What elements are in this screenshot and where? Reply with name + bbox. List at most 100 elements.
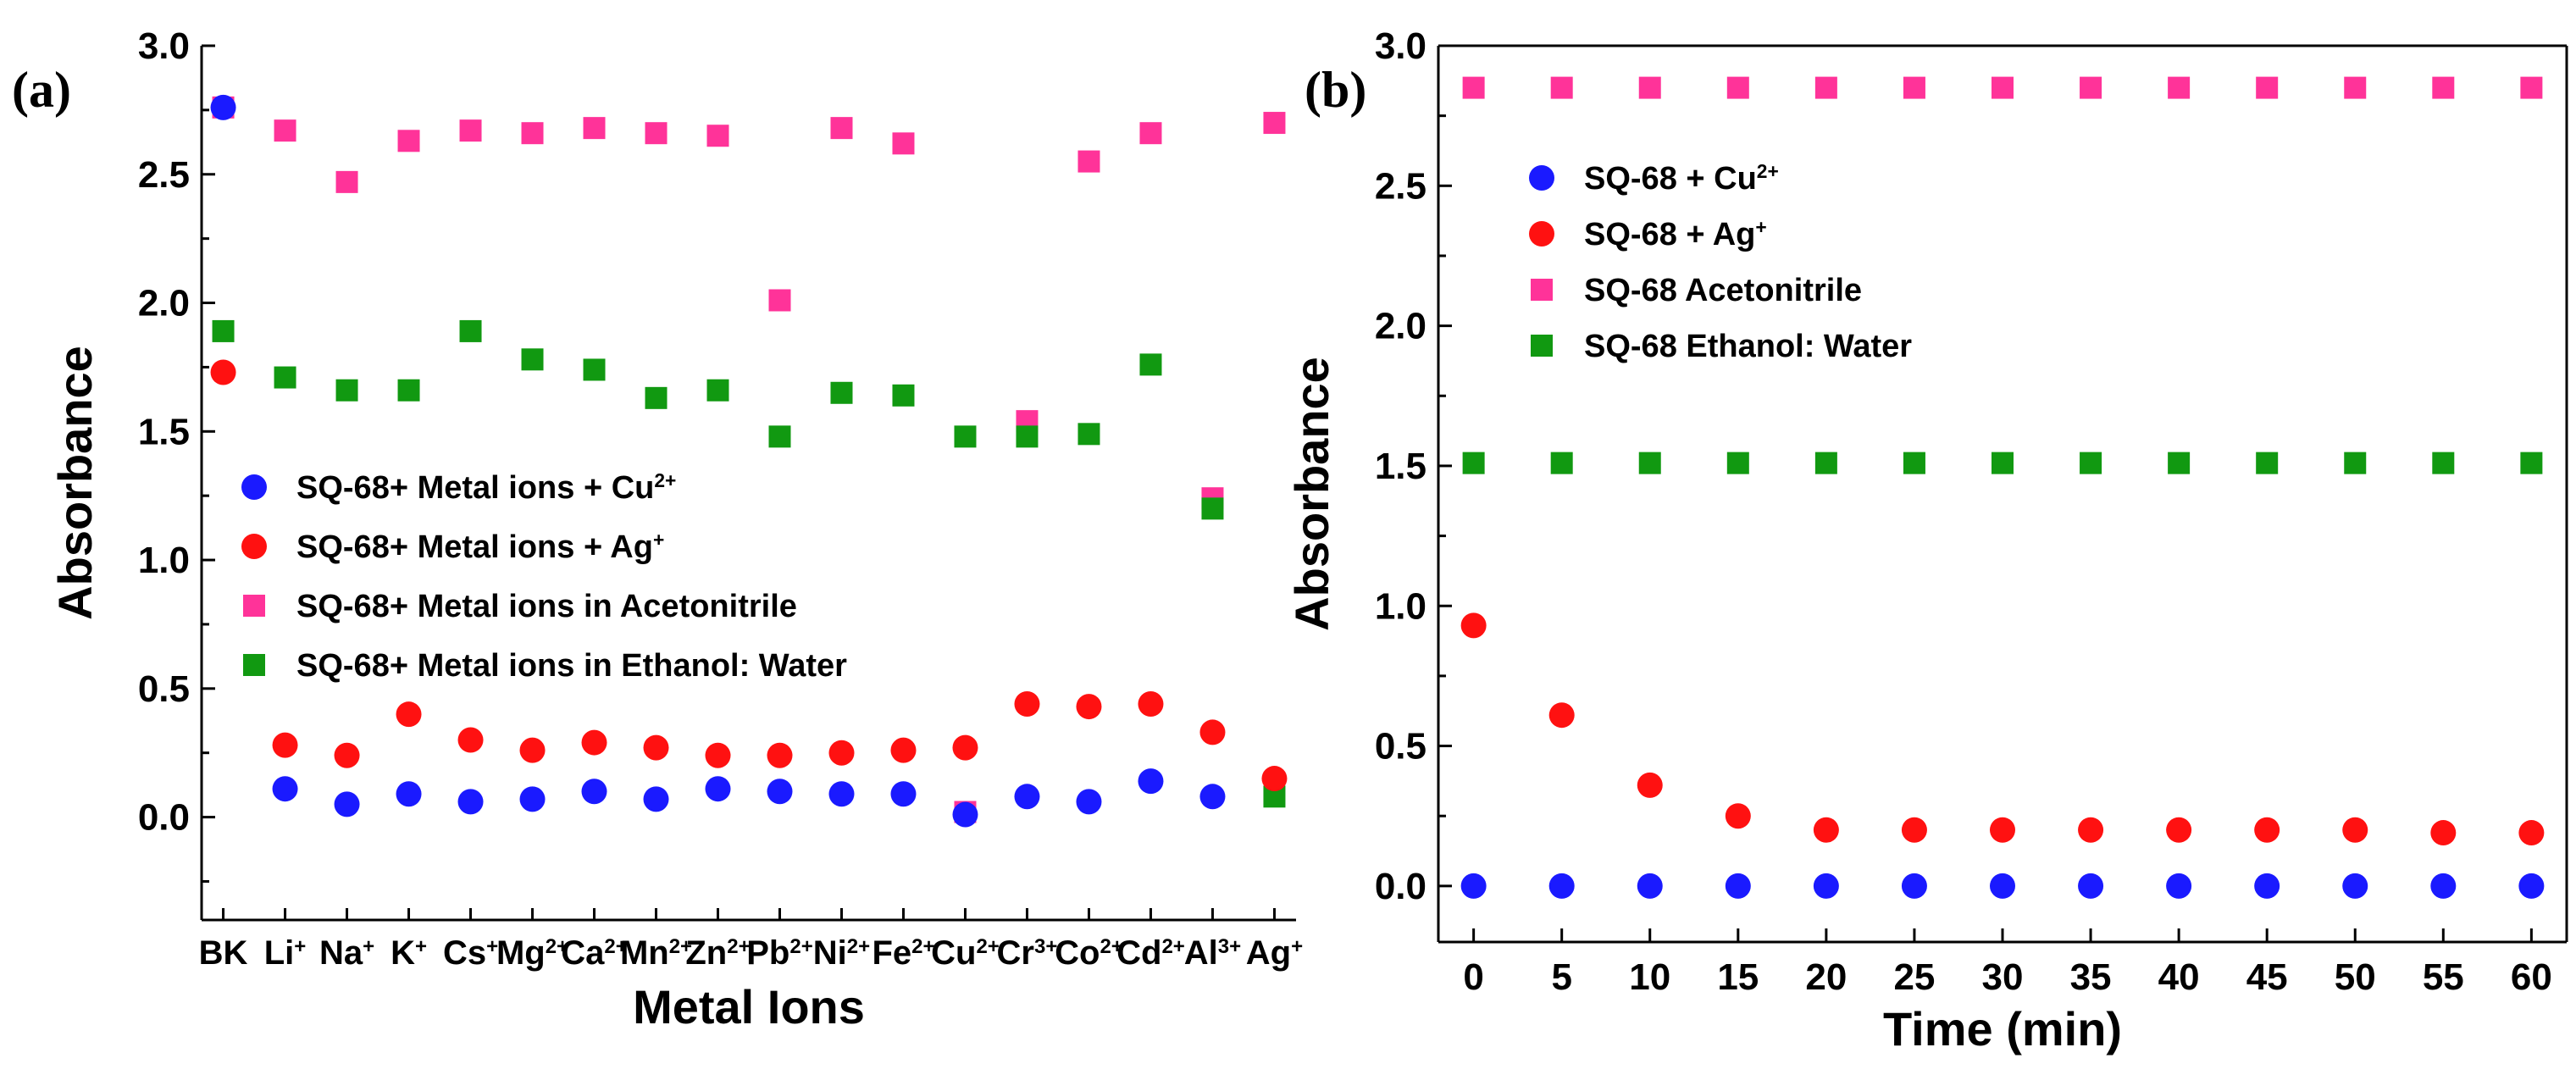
- series-1: [212, 319, 1286, 808]
- legend-label: SQ-68 + Cu2+: [1584, 160, 1779, 197]
- data-point: [274, 119, 296, 142]
- legend-marker: [241, 474, 267, 500]
- x-tick-label: 35: [2070, 956, 2112, 998]
- data-point: [1201, 497, 1224, 520]
- x-tick-label: 55: [2423, 956, 2464, 998]
- data-point: [1638, 76, 1661, 99]
- data-point: [2078, 817, 2104, 843]
- data-point: [1462, 452, 1485, 474]
- data-point: [1726, 452, 1749, 474]
- data-point: [830, 381, 853, 404]
- data-point: [1460, 612, 1487, 639]
- legend-marker: [241, 534, 267, 559]
- data-point: [2430, 873, 2457, 899]
- x-tick-label: Cu2+: [931, 934, 1000, 972]
- data-point: [521, 122, 544, 145]
- data-point: [1725, 873, 1751, 899]
- y-tick-label: 1.0: [138, 540, 190, 581]
- x-tick-label: Fe2+: [872, 934, 934, 972]
- data-point: [1990, 817, 2015, 843]
- y-tick-label: 1.5: [138, 411, 190, 452]
- data-point: [952, 734, 978, 761]
- data-point: [272, 776, 298, 802]
- series-0: [212, 96, 1286, 823]
- legend-label: SQ-68 + Ag+: [1584, 216, 1767, 252]
- data-point: [2080, 76, 2102, 99]
- data-point: [1199, 784, 1226, 810]
- data-point: [2254, 817, 2280, 843]
- legend-label: SQ-68+ Metal ions in Ethanol: Water: [296, 648, 847, 684]
- data-point: [645, 122, 668, 145]
- y-tick-label: 3.0: [138, 25, 190, 67]
- x-tick-label: Mn2+: [620, 934, 692, 972]
- x-tick-label: BK: [199, 934, 248, 972]
- data-point: [521, 348, 544, 371]
- data-point: [1726, 76, 1749, 99]
- y-tick-label: 2.0: [138, 283, 190, 324]
- data-point: [1990, 873, 2015, 899]
- data-point: [2518, 820, 2545, 846]
- series-1: [1460, 612, 2545, 846]
- data-point: [2520, 452, 2543, 474]
- data-point: [1199, 719, 1226, 745]
- panel-label: (a): [12, 62, 71, 118]
- series-3: [210, 94, 1226, 828]
- data-point: [1261, 766, 1288, 792]
- data-point: [583, 117, 606, 140]
- data-point: [1014, 784, 1040, 810]
- legend-marker: [243, 654, 265, 676]
- y-tick-label: 2.0: [1375, 306, 1426, 347]
- series-3: [1462, 452, 2543, 474]
- data-point: [335, 170, 358, 193]
- data-point: [210, 94, 236, 120]
- y-tick-label: 2.5: [138, 154, 190, 196]
- x-tick-label: 60: [2511, 956, 2552, 998]
- data-point: [212, 319, 235, 342]
- data-point: [705, 776, 731, 802]
- legend-marker: [1529, 165, 1554, 191]
- data-point: [890, 737, 917, 763]
- y-axis-label: Absorbance: [1285, 357, 1338, 631]
- data-point: [2168, 452, 2191, 474]
- data-point: [1076, 694, 1102, 720]
- x-tick-label: Cd2+: [1116, 934, 1185, 972]
- x-tick-label: 20: [1805, 956, 1847, 998]
- y-tick-label: 1.0: [1375, 585, 1426, 627]
- data-point: [1901, 817, 1927, 843]
- data-point: [2344, 76, 2367, 99]
- data-point: [2520, 76, 2543, 99]
- data-point: [1992, 452, 2014, 474]
- data-point: [890, 781, 917, 807]
- data-point: [1548, 702, 1575, 729]
- x-tick-label: K+: [391, 934, 427, 972]
- legend-label: SQ-68+ Metal ions + Cu2+: [296, 469, 676, 506]
- panel-b-chart: 0.0 0.5 1.0 1.5 2.0 2.5 3.0 0 5 10 15 20 25 30 35 40 45 5…: [1285, 25, 2568, 1056]
- data-point: [1462, 76, 1485, 99]
- data-point: [1139, 122, 1162, 145]
- x-tick-label: 25: [1893, 956, 1935, 998]
- y-tick-label: 3.0: [1375, 25, 1426, 67]
- data-point: [2342, 817, 2368, 843]
- data-point: [2166, 873, 2192, 899]
- data-point: [2342, 873, 2368, 899]
- y-tick-label: 0.5: [1375, 726, 1426, 767]
- x-tick-label: Zn2+: [685, 934, 750, 972]
- data-point: [334, 742, 360, 768]
- data-point: [643, 734, 669, 761]
- x-tick-label: Cr3+: [997, 934, 1058, 972]
- y-tick-label: 2.5: [1375, 165, 1426, 207]
- data-point: [2344, 452, 2367, 474]
- x-tick-label: Ca2+: [561, 934, 628, 972]
- data-point: [335, 379, 358, 402]
- x-tick-label: 45: [2246, 956, 2288, 998]
- data-point: [1637, 873, 1663, 899]
- x-tick-label: Li+: [264, 934, 307, 972]
- legend: SQ-68 + Cu2+ SQ-68 + Ag+ SQ-68 Acetonitril…: [1529, 160, 1912, 364]
- data-point: [272, 732, 298, 758]
- data-point: [397, 379, 420, 402]
- data-point: [1139, 353, 1162, 376]
- data-point: [1263, 112, 1286, 135]
- x-tick-label: Al3+: [1184, 934, 1241, 972]
- data-point: [397, 130, 420, 152]
